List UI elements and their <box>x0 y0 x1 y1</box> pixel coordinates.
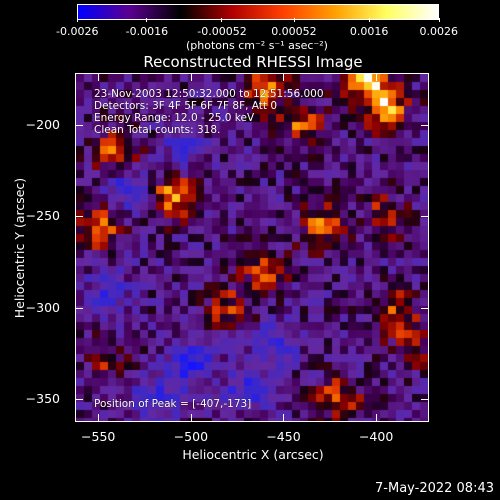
y-tick-label: −200 <box>25 117 60 133</box>
info-detectors: Detectors: 3F 4F 5F 6F 7F 8F, Att 0 <box>94 100 278 112</box>
y-tick-label: −350 <box>25 391 60 407</box>
y-tick <box>421 307 428 309</box>
y-tick <box>76 307 83 309</box>
x-tick-label: −400 <box>358 429 394 444</box>
y-tick <box>421 216 428 218</box>
colorbar-tick <box>438 18 440 22</box>
plot-title: Reconstructed RHESSI Image <box>143 53 363 71</box>
x-tick <box>190 414 192 421</box>
info-energy-range: Energy Range: 12.0 - 25.0 keV <box>94 112 255 124</box>
colorbar-tick-label: 0.00052 <box>271 25 317 38</box>
colorbar-tick-label: -0.00052 <box>197 25 247 38</box>
x-tick-label: −450 <box>266 429 301 444</box>
x-tick <box>283 74 285 81</box>
footer-date: 7-May-2022 08:43 <box>375 481 494 496</box>
x-tick <box>283 414 285 421</box>
y-tick <box>421 399 428 401</box>
colorbar-tick <box>76 18 78 22</box>
x-tick-label: −500 <box>173 429 209 444</box>
y-tick <box>76 125 83 127</box>
y-tick <box>76 399 83 401</box>
x-tick <box>98 74 100 81</box>
x-tick-label: −550 <box>81 429 116 444</box>
colorbar <box>77 4 439 20</box>
colorbar-tick <box>146 18 148 22</box>
plot-frame <box>75 73 429 422</box>
colorbar-unit-label: (photons cm⁻² s⁻¹ asec⁻²) <box>186 39 328 52</box>
x-tick <box>98 414 100 421</box>
peak-position-label: Position of Peak = [-407,-173] <box>94 398 252 410</box>
colorbar-tick-label: 0.0016 <box>349 25 389 38</box>
x-tick <box>376 74 378 81</box>
x-tick <box>376 414 378 421</box>
y-tick <box>421 125 428 127</box>
info-total-counts: Clean Total counts: 318. <box>94 124 221 136</box>
colorbar-tick-label: 0.0026 <box>419 25 459 38</box>
colorbar-tick <box>293 18 295 22</box>
x-axis-label: Heliocentric X (arcsec) <box>182 447 324 462</box>
x-tick <box>190 74 192 81</box>
y-axis-label: Heliocentric Y (arcsec) <box>12 177 27 319</box>
y-tick-label: −300 <box>25 299 60 315</box>
colorbar-tick-label: -0.0026 <box>56 25 99 38</box>
colorbar-tick <box>221 18 223 22</box>
info-time-range: 23-Nov-2003 12:50:32.000 to 12:51:56.000 <box>94 88 324 100</box>
colorbar-tick <box>368 18 370 22</box>
y-tick-label: −250 <box>25 208 60 224</box>
y-tick <box>76 216 83 218</box>
heatmap-image <box>76 74 428 421</box>
colorbar-tick-label: -0.0016 <box>125 25 169 38</box>
